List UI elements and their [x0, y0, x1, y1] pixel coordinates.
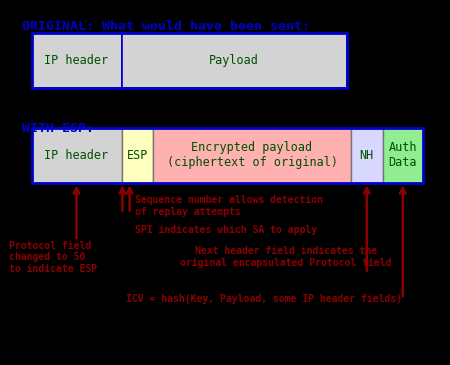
Text: Next header field indicates the
original encapsulated Protocol field: Next header field indicates the original…: [180, 246, 392, 268]
Bar: [32, 128, 423, 182]
Bar: [32, 33, 122, 88]
Text: IP header: IP header: [45, 149, 108, 162]
Bar: [32, 33, 346, 88]
Text: Protocol field
changed to 50
to indicate ESP: Protocol field changed to 50 to indicate…: [9, 241, 97, 274]
Text: ORIGINAL: What would have been sent:: ORIGINAL: What would have been sent:: [22, 20, 310, 33]
Text: Payload: Payload: [209, 54, 259, 67]
Text: Sequence number allows detection
of replay attempts: Sequence number allows detection of repl…: [135, 195, 323, 217]
Text: WITH ESP:: WITH ESP:: [22, 122, 94, 135]
Bar: [122, 128, 153, 182]
Bar: [122, 33, 346, 88]
Text: Encrypted payload
(ciphertext of original): Encrypted payload (ciphertext of origina…: [166, 141, 338, 169]
Bar: [351, 128, 382, 182]
Text: Auth
Data: Auth Data: [388, 141, 417, 169]
Text: ICV = hash(Key, Payload, some IP header fields): ICV = hash(Key, Payload, some IP header …: [126, 294, 402, 304]
Text: NH: NH: [360, 149, 374, 162]
Bar: [382, 128, 423, 182]
Text: ESP: ESP: [126, 149, 148, 162]
Text: SPI indicates which SA to apply: SPI indicates which SA to apply: [135, 224, 317, 234]
Bar: [153, 128, 351, 182]
Bar: [32, 128, 122, 182]
Text: IP header: IP header: [45, 54, 108, 67]
